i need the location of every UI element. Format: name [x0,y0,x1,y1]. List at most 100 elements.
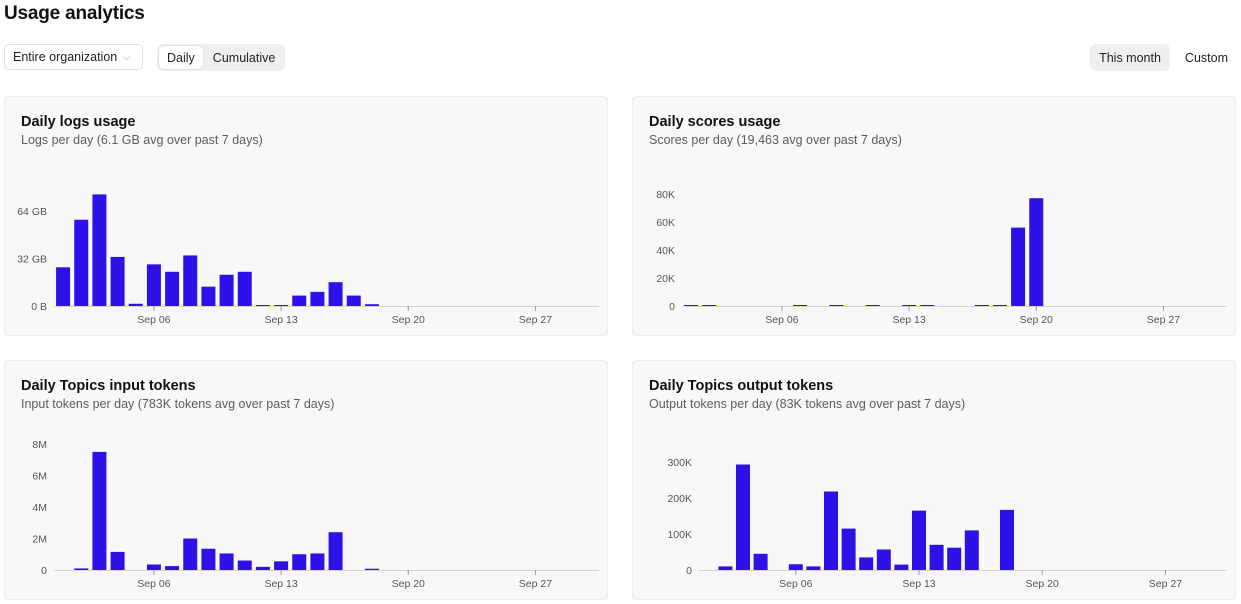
card-subtitle: Scores per day (19,463 avg over past 7 d… [649,133,902,147]
bar-sep-01[interactable] [684,305,699,306]
this-month-button[interactable]: This month [1090,44,1170,71]
bar-sep-04[interactable] [753,553,768,570]
bar-sep-13[interactable] [274,561,289,570]
y-tick-label: 100K [667,529,692,541]
bar-sep-14[interactable] [929,544,944,570]
bar-sep-02[interactable] [74,568,89,570]
bar-sep-18[interactable] [364,304,379,306]
y-tick-label: 80K [656,189,675,201]
bar-sep-02[interactable] [74,219,89,306]
scores-usage-card: Daily scores usage Scores per day (19,46… [632,96,1236,336]
x-tick-label: Sep 13 [902,578,935,590]
x-tick-label: Sep 13 [264,314,297,326]
bar-sep-09[interactable] [841,528,856,570]
bar-sep-05[interactable] [128,303,143,306]
bar-sep-20[interactable] [1029,198,1044,306]
bar-sep-06[interactable] [146,264,161,306]
card-subtitle: Output tokens per day (83K tokens avg ov… [649,397,966,411]
bar-sep-02[interactable] [718,566,733,570]
scores-usage-chart: 0 20K 40K 60K 80K Sep 06 Sep 13 Sep 20 Sep 27 [656,189,1227,326]
bar-sep-13[interactable] [274,305,289,306]
page-title: Usage analytics [4,3,145,24]
bar-sep-02[interactable] [702,305,717,306]
x-tick-label: Sep 27 [519,314,552,326]
bar-sep-09[interactable] [201,548,216,570]
x-tick-label: Sep 20 [1020,314,1053,326]
x-tick-label: Sep 20 [392,314,425,326]
bar-sep-04[interactable] [110,551,125,570]
x-tick-label: Sep 06 [137,314,170,326]
bar-sep-15[interactable] [310,553,325,570]
bar-sep-07[interactable] [806,566,821,570]
bar-sep-07[interactable] [165,271,180,306]
bar-sep-15[interactable] [310,291,325,306]
x-tick-label: Sep 06 [765,314,798,326]
bar-sep-01[interactable] [56,267,71,306]
bar-sep-11[interactable] [876,549,891,570]
x-tick-label: Sep 20 [392,578,425,590]
bar-sep-09[interactable] [201,286,216,306]
bar-sep-18[interactable] [992,305,1007,306]
x-tick-label: Sep 20 [1026,578,1059,590]
y-tick-label: 8M [32,439,47,451]
bar-sep-16[interactable] [964,530,979,570]
x-tick-label: Sep 06 [779,578,812,590]
bar-sep-12[interactable] [255,566,270,570]
organization-select[interactable]: Entire organization ⌵ [4,44,143,70]
x-tick-label: Sep 13 [264,578,297,590]
cumulative-button[interactable]: Cumulative [212,50,276,65]
card-title: Daily Topics input tokens [21,378,196,394]
bar-sep-14[interactable] [292,295,307,306]
bar-sep-19[interactable] [1011,227,1026,306]
topics-input-tokens-chart: 0 2M 4M 6M 8M Sep 06 Sep 13 Sep 20 Sep 27 [32,439,599,590]
date-range-toggle: This month Custom [1090,44,1237,71]
bar-sep-16[interactable] [328,282,343,306]
bar-sep-09[interactable] [829,305,844,306]
bar-sep-14[interactable] [920,305,935,306]
bar-sep-06[interactable] [146,564,161,570]
x-tick-label: Sep 06 [137,578,170,590]
x-tick-label: Sep 13 [892,314,925,326]
bar-sep-12[interactable] [894,564,909,570]
bar-sep-03[interactable] [92,194,107,306]
bar-sep-08[interactable] [824,491,838,570]
y-tick-label: 2M [32,534,47,546]
bar-sep-15[interactable] [947,547,962,570]
bar-sep-10[interactable] [219,274,234,306]
bar-sep-03[interactable] [736,464,750,570]
bar-sep-14[interactable] [292,554,307,570]
bar-sep-13[interactable] [912,510,926,570]
bar-sep-11[interactable] [865,305,880,306]
y-tick-label: 200K [667,493,692,505]
bar-sep-17[interactable] [974,305,989,306]
bar-sep-18[interactable] [364,568,379,570]
bar-sep-13[interactable] [902,305,917,306]
bar-sep-11[interactable] [237,271,252,306]
bar-sep-18[interactable] [1000,509,1014,570]
y-tick-label: 0 B [31,301,47,313]
bar-sep-12[interactable] [255,305,270,306]
bar-sep-07[interactable] [793,305,808,306]
bar-sep-16[interactable] [328,532,343,570]
y-tick-label: 32 GB [17,253,47,265]
bar-sep-10[interactable] [859,557,874,570]
x-tick-label: Sep 27 [519,578,552,590]
y-tick-label: 64 GB [17,206,47,218]
bar-sep-10[interactable] [219,553,234,570]
bar-sep-03[interactable] [92,451,107,570]
bar-sep-07[interactable] [165,566,180,570]
card-title: Daily scores usage [649,114,781,130]
bar-sep-04[interactable] [110,256,125,306]
bar-sep-17[interactable] [346,295,361,306]
card-title: Daily Topics output tokens [649,378,834,394]
y-tick-label: 0 [686,565,692,577]
bar-sep-06[interactable] [788,564,803,570]
y-tick-label: 20K [656,273,675,285]
custom-range-button[interactable]: Custom [1184,50,1228,65]
bar-sep-08[interactable] [183,255,198,306]
bar-sep-08[interactable] [183,538,198,571]
card-subtitle: Input tokens per day (783K tokens avg ov… [21,397,335,411]
daily-button[interactable]: Daily [159,46,203,69]
topics-output-tokens-card: Daily Topics output tokens Output tokens… [632,360,1236,600]
bar-sep-11[interactable] [237,560,252,570]
